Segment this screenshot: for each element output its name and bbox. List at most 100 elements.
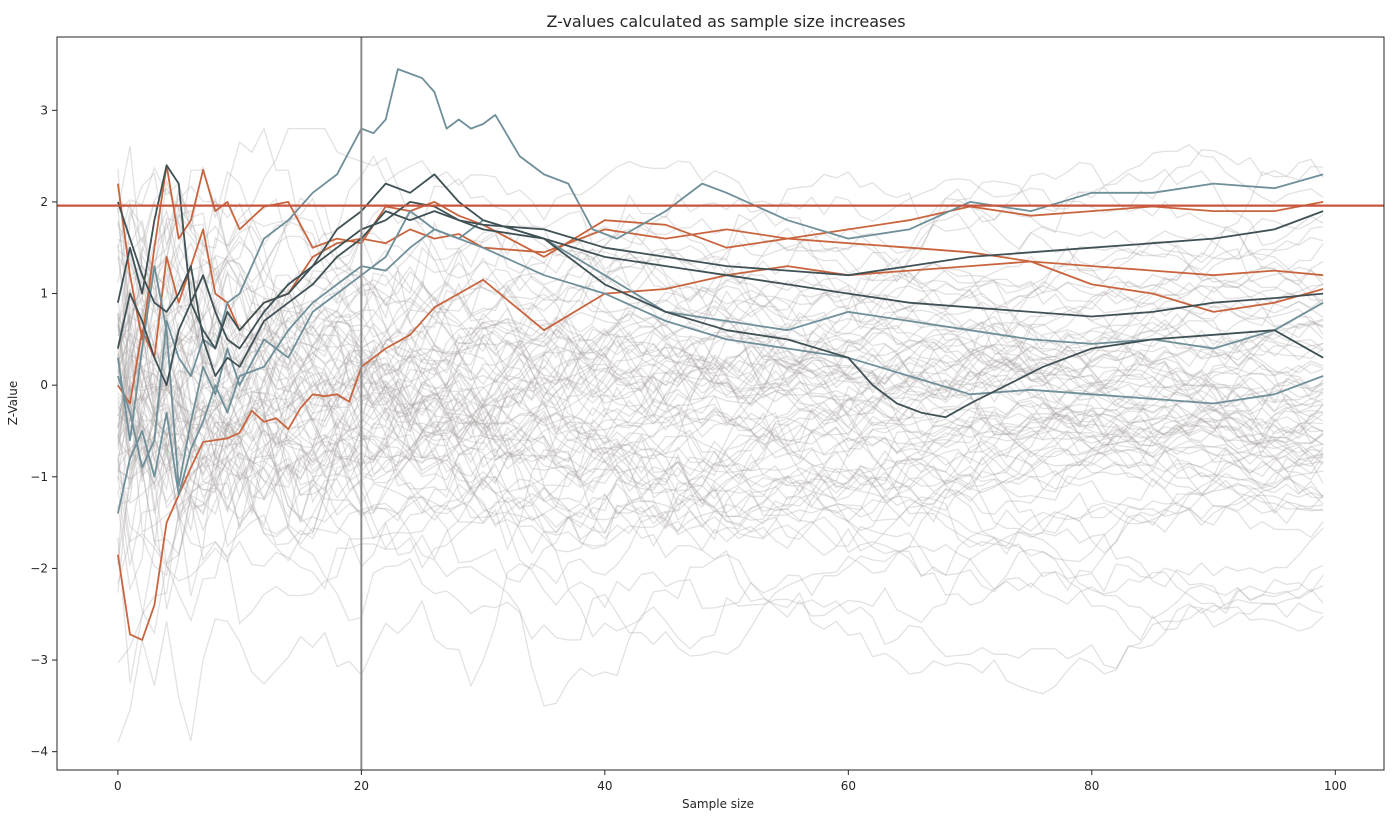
x-tick-label: 0: [114, 779, 122, 793]
background-series-line: [117, 313, 1324, 514]
background-series-line: [117, 388, 1324, 540]
y-tick-label: −4: [30, 745, 48, 759]
y-tick-label: 3: [40, 103, 48, 117]
background-series-line: [117, 324, 1324, 541]
background-series-line: [117, 333, 1324, 551]
background-series-line: [117, 208, 1324, 520]
background-series-line: [117, 245, 1324, 447]
background-series-line: [117, 407, 1324, 584]
background-series-line: [117, 212, 1324, 566]
background-series-line: [117, 305, 1324, 517]
x-axis-label: Sample size: [682, 797, 754, 811]
x-tick-label: 20: [354, 779, 369, 793]
background-series-line: [117, 317, 1324, 517]
background-series-line: [117, 217, 1324, 499]
background-series-line: [117, 335, 1324, 521]
x-tick-label: 60: [841, 779, 856, 793]
background-series-line: [117, 318, 1324, 481]
chart-title: Z-values calculated as sample size incre…: [546, 12, 905, 31]
background-series-line: [117, 272, 1324, 465]
background-series-line: [117, 312, 1324, 610]
background-series-line: [117, 368, 1324, 527]
background-series-line: [117, 453, 1324, 624]
x-tick-label: 40: [597, 779, 612, 793]
background-series-line: [117, 365, 1324, 620]
background-series-line: [117, 143, 1324, 440]
y-tick-label: −1: [30, 470, 48, 484]
background-series-line: [117, 253, 1324, 641]
background-series-line: [117, 225, 1324, 477]
x-tick-label: 80: [1084, 779, 1099, 793]
background-series-line: [117, 146, 1324, 420]
background-series-line: [117, 332, 1324, 497]
background-series-line: [117, 338, 1324, 565]
background-series-line: [117, 366, 1324, 502]
background-series-line: [117, 166, 1324, 597]
background-series-line: [117, 257, 1324, 508]
y-tick-label: 1: [40, 287, 48, 301]
background-series-line: [117, 319, 1324, 471]
background-series-line: [117, 352, 1324, 684]
background-series-line: [117, 343, 1324, 492]
background-series-line: [117, 161, 1324, 318]
background-series-line: [117, 242, 1324, 562]
y-tick-label: 0: [40, 378, 48, 392]
y-tick-label: −2: [30, 561, 48, 575]
background-series-line: [117, 126, 1324, 346]
background-series-line: [117, 321, 1324, 664]
y-tick-label: 2: [40, 195, 48, 209]
background-series-line: [117, 187, 1324, 555]
background-series-line: [117, 323, 1324, 517]
background-series-line: [117, 185, 1324, 449]
x-tick-label: 100: [1324, 779, 1347, 793]
highlighted-series-line-5: [117, 219, 1324, 514]
highlighted-series-line-7: [117, 164, 1324, 419]
background-series-line: [117, 290, 1324, 484]
background-series-line: [117, 352, 1324, 557]
background-series-line: [117, 284, 1324, 456]
y-tick-label: −3: [30, 653, 48, 667]
background-series-line: [117, 300, 1324, 519]
plot-frame: [56, 36, 1385, 771]
background-series-line: [117, 312, 1324, 593]
background-series-line: [117, 269, 1324, 560]
background-series-line: [117, 236, 1324, 743]
background-series-line: [117, 356, 1324, 623]
background-series-line: [117, 217, 1324, 407]
highlighted-series-line-1: [117, 260, 1324, 641]
background-series-line: [117, 300, 1324, 556]
background-series-line: [117, 381, 1324, 553]
background-series-line: [117, 219, 1324, 391]
highlighted-series-line-4: [117, 68, 1324, 469]
background-series-line: [117, 261, 1324, 431]
background-series-line: [117, 127, 1324, 475]
background-series-line: [117, 394, 1324, 657]
y-axis-label: Z-Value: [6, 381, 20, 426]
background-series-line: [117, 225, 1324, 459]
background-series-line: [117, 321, 1324, 428]
background-series-line: [117, 203, 1324, 429]
background-series-line: [117, 168, 1324, 632]
background-series-line: [117, 381, 1324, 541]
background-series-line: [117, 243, 1324, 525]
background-series-line: [117, 208, 1324, 490]
background-series-line: [117, 213, 1324, 482]
background-series-line: [117, 271, 1324, 695]
background-series-line: [117, 213, 1324, 471]
highlighted-series-line-8: [117, 201, 1324, 377]
background-series-line: [117, 240, 1324, 481]
background-series-line: [117, 334, 1324, 592]
background-series-line: [117, 324, 1324, 545]
background-series-line: [117, 306, 1324, 636]
background-series-line: [117, 437, 1324, 597]
background-series-line: [117, 307, 1324, 588]
highlighted-series-line-9: [117, 201, 1324, 387]
plot-area: [57, 37, 1384, 770]
background-series-line: [117, 241, 1324, 532]
background-series-line: [117, 220, 1324, 459]
background-series-line: [117, 201, 1324, 481]
background-series-line: [117, 288, 1324, 585]
background-series-line: [117, 270, 1324, 450]
x-axis: 0 20 40 60 80 100: [114, 770, 1347, 793]
